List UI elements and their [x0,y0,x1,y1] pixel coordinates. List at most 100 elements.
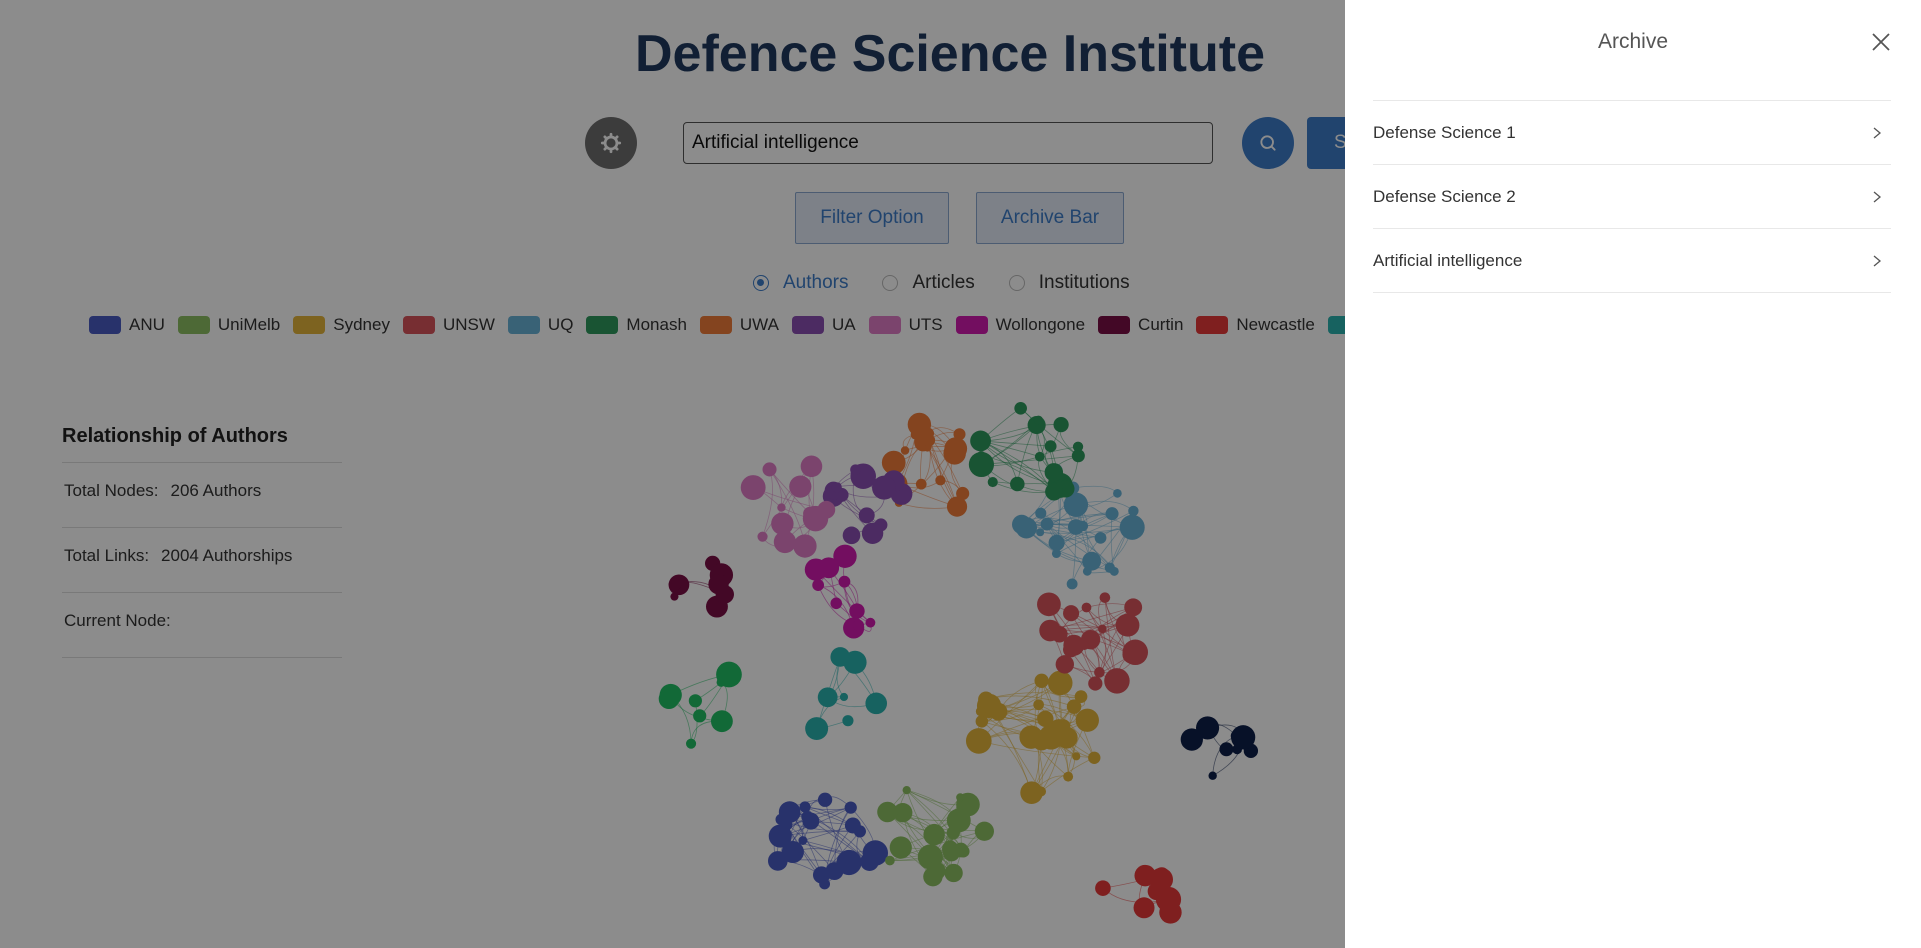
legend-item[interactable]: UWA [699,315,779,335]
graph-node[interactable] [1034,451,1045,462]
archive-bar-button[interactable]: Archive Bar [976,192,1124,244]
graph-node[interactable] [838,575,851,588]
graph-node[interactable] [777,503,786,512]
graph-node[interactable] [768,824,792,848]
graph-node[interactable] [1122,645,1141,664]
graph-node[interactable] [819,878,831,890]
graph-node[interactable] [877,801,898,823]
graph-node[interactable] [716,661,742,688]
graph-node[interactable] [885,855,895,866]
radio-articles[interactable]: Articles [882,272,975,294]
graph-node[interactable] [968,451,994,478]
graph-node[interactable] [771,512,794,535]
legend-item[interactable]: Sydney [293,315,390,335]
graph-node[interactable] [670,592,679,601]
graph-node[interactable] [1055,655,1075,674]
graph-node[interactable] [1066,699,1082,714]
graph-node[interactable] [1051,548,1061,559]
graph-node[interactable] [1119,514,1145,540]
graph-node[interactable] [1147,882,1166,901]
graph-node[interactable] [1063,605,1080,622]
graph-node[interactable] [817,792,833,807]
graph-node[interactable] [842,526,861,545]
graph-node[interactable] [1105,507,1119,521]
graph-node[interactable] [781,840,804,864]
graph-node[interactable] [798,836,808,845]
archive-item[interactable]: Defense Science 2 [1373,165,1891,229]
archive-item[interactable]: Artificial intelligence [1373,229,1891,293]
graph-node[interactable] [1037,592,1061,617]
graph-node[interactable] [793,534,817,558]
graph-node[interactable] [768,851,788,871]
graph-node[interactable] [915,478,927,490]
graph-node[interactable] [1133,897,1155,919]
graph-node[interactable] [789,475,812,498]
graph-node[interactable] [1099,592,1111,603]
graph-node[interactable] [1010,476,1025,492]
graph-node[interactable] [1066,578,1078,590]
graph-node[interactable] [831,482,842,493]
graph-node[interactable] [804,558,828,581]
legend-item[interactable]: UTS [868,315,943,335]
graph-node[interactable] [1081,602,1092,613]
graph-node[interactable] [1039,619,1061,642]
graph-node[interactable] [965,728,992,754]
modal-overlay[interactable] [0,0,1345,948]
graph-node[interactable] [987,476,998,488]
radio-authors[interactable]: Authors [753,272,848,294]
archive-item[interactable]: Defense Science 1 [1373,101,1891,165]
search-button[interactable] [1242,117,1294,169]
graph-node[interactable] [773,530,797,554]
radio-button[interactable] [1008,275,1025,291]
legend-item[interactable]: UA [791,315,856,335]
graph-node[interactable] [900,446,910,455]
graph-node[interactable] [926,861,946,881]
graph-node[interactable] [881,450,906,475]
graph-node[interactable] [1124,598,1143,617]
graph-node[interactable] [1088,751,1101,764]
graph-node[interactable] [861,522,884,545]
graph-node[interactable] [1072,752,1081,761]
graph-node[interactable] [1219,742,1234,757]
radio-button[interactable] [882,275,899,291]
graph-node[interactable] [688,694,702,708]
graph-node[interactable] [1113,489,1122,498]
graph-node[interactable] [1014,401,1027,415]
graph-node[interactable] [942,844,961,862]
graph-node[interactable] [1063,634,1085,656]
graph-node[interactable] [757,531,768,542]
graph-node[interactable] [740,475,766,500]
graph-node[interactable] [902,786,911,795]
legend-item[interactable]: Wollongone [955,315,1085,335]
graph-node[interactable] [946,808,971,833]
graph-node[interactable] [865,692,888,715]
graph-node[interactable] [668,578,682,591]
graph-node[interactable] [802,505,829,532]
radio-button-checked[interactable] [753,275,769,291]
graph-node[interactable] [844,817,861,834]
legend-item[interactable]: UQ [507,315,573,335]
graph-node[interactable] [825,862,844,880]
graph-node[interactable] [1048,534,1065,551]
graph-node[interactable] [1044,440,1057,453]
graph-node[interactable] [1095,880,1111,896]
graph-node[interactable] [1094,531,1107,544]
graph-node[interactable] [708,574,729,595]
graph-node[interactable] [946,496,968,517]
graph-node[interactable] [830,647,851,667]
close-button[interactable] [1869,30,1893,54]
graph-node[interactable] [1036,528,1045,537]
graph-node[interactable] [1063,492,1089,517]
graph-node[interactable] [865,617,876,628]
graph-node[interactable] [1033,699,1044,710]
graph-node[interactable] [944,437,968,460]
settings-button[interactable] [585,117,637,169]
search-input[interactable] [683,122,1213,164]
graph-node[interactable] [799,801,811,813]
graph-node[interactable] [1088,676,1103,691]
graph-node[interactable] [1094,667,1105,678]
graph-node[interactable] [850,464,861,476]
graph-node[interactable] [1012,514,1032,535]
graph-node[interactable] [864,856,877,869]
graph-node[interactable] [1019,725,1043,749]
